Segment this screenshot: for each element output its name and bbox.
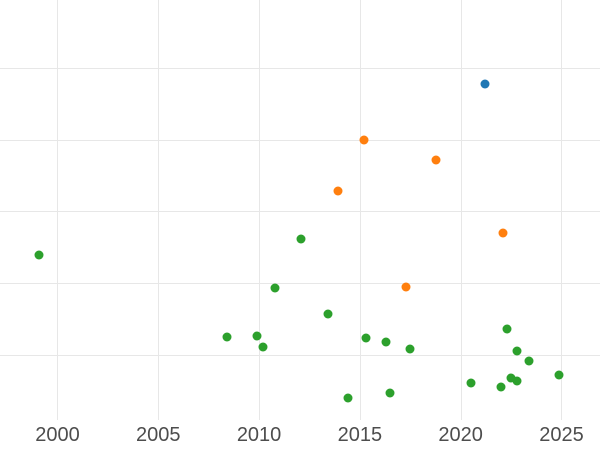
x-gridline (561, 0, 563, 420)
data-point-green (323, 309, 333, 319)
x-tick-label: 2010 (236, 424, 282, 446)
data-point-green (381, 337, 391, 347)
data-point-green (252, 331, 262, 341)
y-gridline (0, 139, 600, 141)
data-point-green (343, 393, 353, 403)
data-point-green (512, 346, 522, 356)
data-point-orange (401, 282, 411, 292)
data-point-green (405, 344, 415, 354)
data-point-green (296, 234, 306, 244)
data-point-green (34, 250, 44, 260)
data-point-green (361, 333, 371, 343)
x-gridline (460, 0, 462, 420)
plot-area (0, 0, 600, 420)
x-tick-label: 2020 (438, 424, 483, 446)
data-point-green (512, 376, 522, 386)
data-point-blue (480, 79, 490, 89)
data-point-orange (498, 228, 508, 238)
x-tick-label: 2000 (35, 424, 80, 446)
x-axis: 2000 2005 2010 2015 2020 2025 (0, 420, 600, 450)
data-point-green (222, 332, 232, 342)
data-point-orange (359, 135, 369, 145)
data-point-green (524, 356, 534, 366)
data-point-orange (333, 186, 343, 196)
x-gridline (158, 0, 160, 420)
y-gridline (0, 355, 600, 357)
x-tick-label: 2025 (539, 424, 584, 446)
data-point-green (270, 283, 280, 293)
data-point-orange (431, 155, 441, 165)
y-gridline (0, 211, 600, 213)
x-tick-label: 2005 (136, 424, 181, 446)
y-gridline (0, 67, 600, 69)
data-point-green (506, 373, 516, 383)
x-gridline (359, 0, 361, 420)
x-tick-label: 2015 (337, 424, 383, 446)
data-point-green (385, 388, 395, 398)
data-point-green (502, 324, 512, 334)
x-gridline (259, 0, 261, 420)
data-point-green (258, 342, 268, 352)
x-gridline (57, 0, 59, 420)
data-point-green (466, 378, 476, 388)
data-point-green (554, 370, 564, 380)
data-point-green (496, 382, 506, 392)
y-gridline (0, 283, 600, 285)
